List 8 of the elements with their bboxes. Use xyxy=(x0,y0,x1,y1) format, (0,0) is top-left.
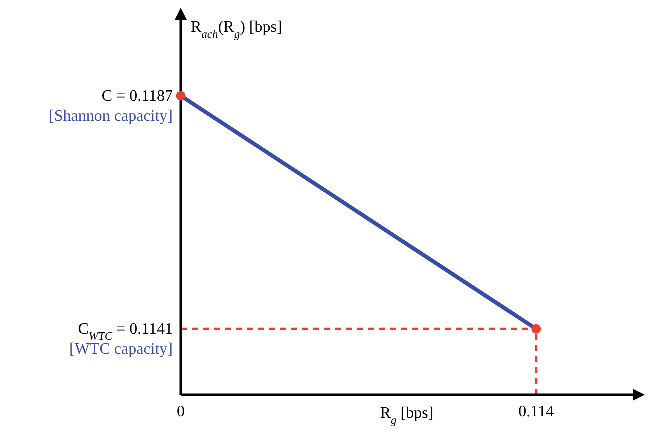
y-tick-label: C = 0.1187 xyxy=(102,88,173,106)
x-tick-label: 0 xyxy=(177,403,185,420)
annotation: [Shannon capacity] xyxy=(49,108,173,126)
x-tick-label: 0.114 xyxy=(518,403,554,420)
annotation: [WTC capacity] xyxy=(70,341,173,358)
y-tick-label: C$_{WTC}$ = 0.1141 xyxy=(78,321,173,344)
x-axis-title: R$_{g}$ [bps] xyxy=(380,405,434,427)
y-axis-title: R$_{ach}$(R$_{g}$) [bps] xyxy=(191,19,282,41)
